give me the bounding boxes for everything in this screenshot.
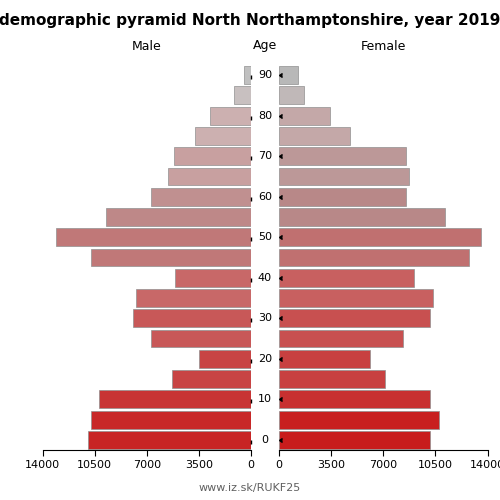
Bar — [279, 390, 430, 408]
Bar — [136, 289, 251, 307]
Bar — [279, 228, 481, 246]
Bar — [152, 188, 251, 206]
Text: 70: 70 — [258, 151, 272, 161]
Bar — [279, 269, 414, 286]
Text: 10: 10 — [258, 394, 272, 404]
Text: Age: Age — [253, 40, 277, 52]
Bar — [88, 431, 251, 449]
Bar — [56, 228, 251, 246]
Bar — [279, 248, 469, 266]
Bar — [174, 148, 251, 165]
Bar — [279, 310, 430, 327]
Text: 60: 60 — [258, 192, 272, 202]
Bar — [279, 330, 404, 347]
Bar — [279, 410, 439, 428]
Bar — [279, 106, 330, 124]
Text: 0: 0 — [262, 435, 268, 445]
Bar — [99, 390, 251, 408]
Bar — [244, 66, 251, 84]
Bar — [91, 410, 251, 428]
Bar — [279, 86, 304, 104]
Bar — [132, 310, 251, 327]
Text: Male: Male — [132, 40, 162, 52]
Bar — [175, 269, 251, 286]
Text: demographic pyramid North Northamptonshire, year 2019: demographic pyramid North Northamptonshi… — [0, 12, 500, 28]
Bar — [210, 106, 251, 124]
Text: Female: Female — [360, 40, 406, 52]
Text: www.iz.sk/RUKF25: www.iz.sk/RUKF25 — [199, 482, 301, 492]
Bar — [172, 370, 251, 388]
Bar — [279, 370, 386, 388]
Bar — [168, 168, 251, 186]
Bar — [91, 248, 251, 266]
Bar — [106, 208, 251, 226]
Text: 30: 30 — [258, 314, 272, 324]
Text: 90: 90 — [258, 70, 272, 80]
Text: 40: 40 — [258, 273, 272, 283]
Bar — [150, 330, 251, 347]
Bar — [279, 148, 406, 165]
Bar — [279, 168, 409, 186]
Bar — [199, 350, 251, 368]
Bar — [279, 66, 298, 84]
Text: 80: 80 — [258, 110, 272, 120]
Bar — [279, 208, 445, 226]
Bar — [279, 289, 433, 307]
Bar — [279, 431, 430, 449]
Bar — [279, 188, 406, 206]
Text: 20: 20 — [258, 354, 272, 364]
Bar — [234, 86, 251, 104]
Bar — [279, 127, 349, 145]
Bar — [196, 127, 251, 145]
Bar — [279, 350, 370, 368]
Text: 50: 50 — [258, 232, 272, 242]
